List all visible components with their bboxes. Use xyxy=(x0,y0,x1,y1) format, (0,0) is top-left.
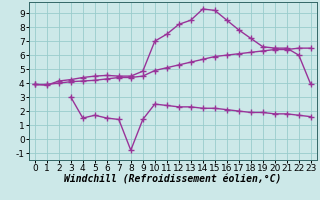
X-axis label: Windchill (Refroidissement éolien,°C): Windchill (Refroidissement éolien,°C) xyxy=(64,175,282,185)
